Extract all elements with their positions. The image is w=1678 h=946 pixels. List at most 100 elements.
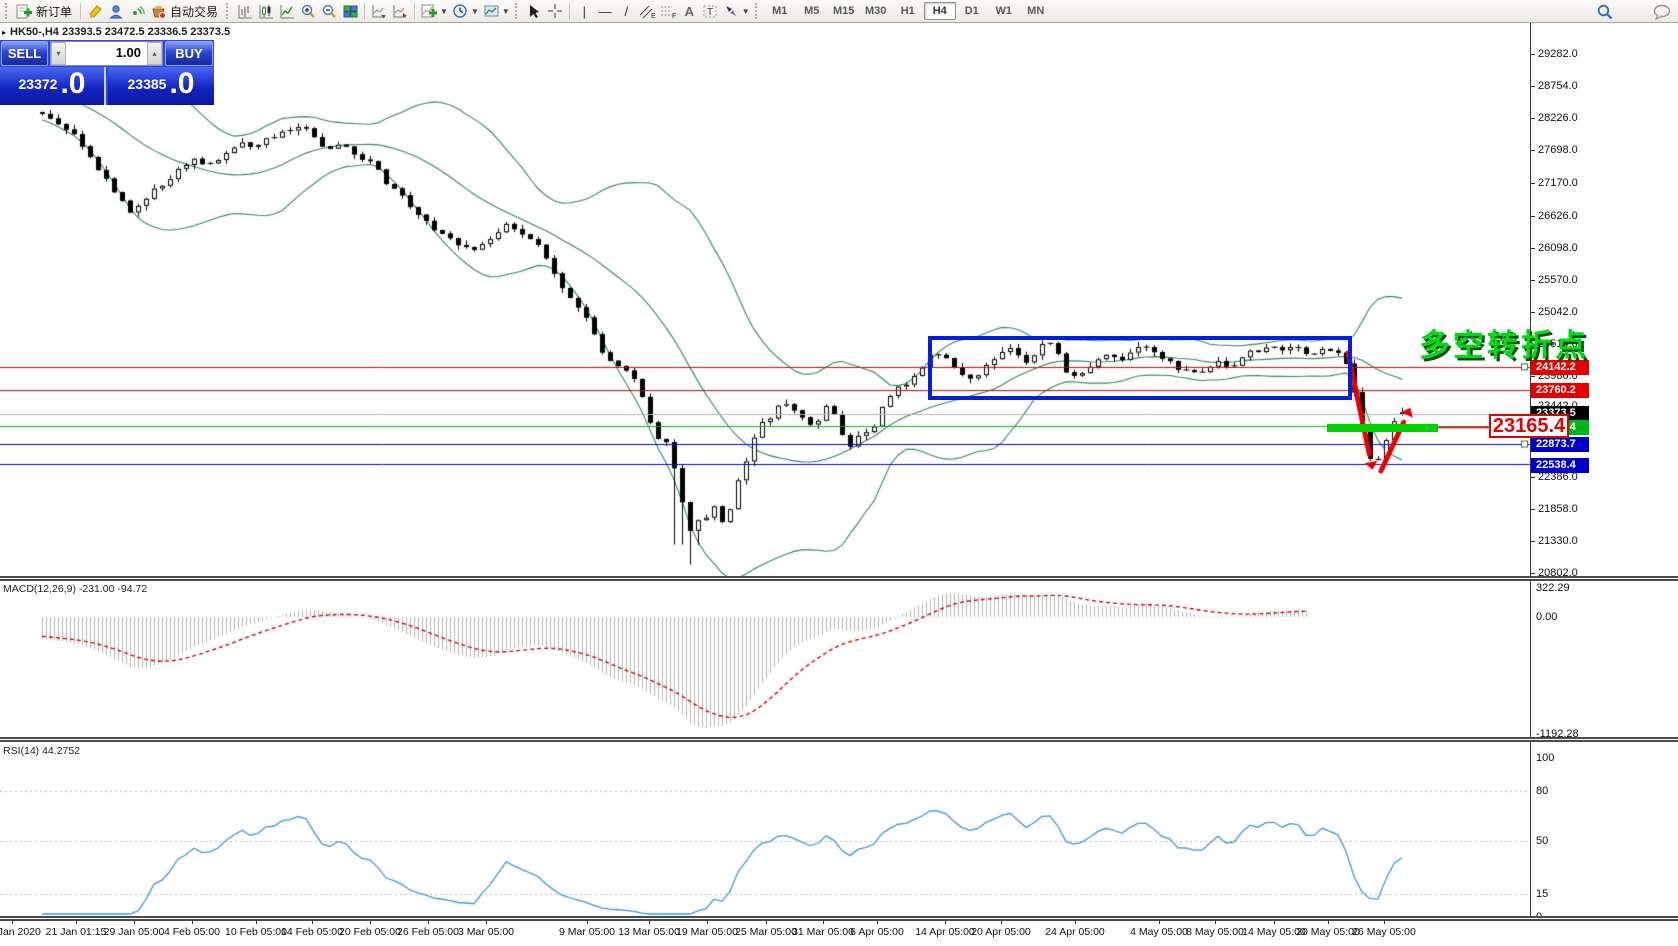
toolbar-grip[interactable] bbox=[754, 3, 761, 19]
timeframe-m30[interactable]: M30 bbox=[865, 5, 887, 17]
price-tick-label: 22386.0 bbox=[1538, 471, 1578, 483]
price-tick-mark bbox=[1531, 86, 1535, 87]
timeframe-m15[interactable]: M15 bbox=[833, 5, 855, 17]
candlestick-icon[interactable] bbox=[256, 2, 277, 21]
periods-icon[interactable] bbox=[450, 2, 471, 21]
highlighter-icon[interactable] bbox=[85, 2, 106, 21]
svg-text:E: E bbox=[651, 13, 656, 20]
chat-icon[interactable] bbox=[1651, 2, 1672, 21]
price-tick-mark bbox=[1531, 509, 1535, 510]
timeframe-m1[interactable]: M1 bbox=[772, 5, 788, 17]
channel-icon[interactable]: E bbox=[637, 2, 658, 21]
crosshair-icon[interactable] bbox=[545, 2, 566, 21]
search-icon[interactable] bbox=[1594, 2, 1615, 21]
templates-icon[interactable] bbox=[481, 2, 502, 21]
sell-button[interactable]: SELL bbox=[1, 41, 48, 66]
zoom-in-icon[interactable] bbox=[298, 2, 319, 21]
volume-stepper: ▾ 1.00 ▴ bbox=[50, 41, 163, 66]
pane-separator[interactable] bbox=[0, 737, 1678, 742]
signal-icon[interactable] bbox=[127, 2, 148, 21]
price-tick-label: 21330.0 bbox=[1538, 535, 1578, 547]
time-tick-mark bbox=[134, 920, 135, 924]
toolbar: 新订单 自动交易 bbox=[0, 0, 1678, 23]
pane-separator[interactable] bbox=[0, 576, 1678, 581]
timeframe-m5[interactable]: M5 bbox=[804, 5, 820, 17]
toolbar-grip[interactable] bbox=[5, 3, 11, 19]
chart-symbol-period: HK50-,H4 bbox=[10, 26, 59, 38]
price-tick-mark bbox=[1531, 541, 1535, 542]
time-tick-label: 14 Apr 05:00 bbox=[915, 926, 975, 938]
time-tick-mark bbox=[370, 920, 371, 924]
volume-up-button[interactable]: ▴ bbox=[147, 42, 162, 65]
price-badge: 23760.2 bbox=[1531, 382, 1589, 398]
price-badge: 22873.7 bbox=[1531, 436, 1589, 452]
macd-axis-label: 0.00 bbox=[1536, 611, 1558, 623]
price-tick-mark bbox=[1531, 150, 1535, 151]
zoom-out-icon[interactable] bbox=[319, 2, 340, 21]
toolbar-grip[interactable] bbox=[226, 3, 232, 19]
volume-value[interactable]: 1.00 bbox=[115, 45, 141, 60]
price-tick-mark bbox=[1531, 477, 1535, 478]
indicators-caret-icon[interactable]: ▼ bbox=[440, 6, 448, 16]
time-tick-label: 26 Feb 05:00 bbox=[397, 926, 459, 938]
time-tick-label: 14 Feb 05:00 bbox=[281, 926, 343, 938]
profile-icon[interactable] bbox=[106, 2, 127, 21]
toolbar-separator bbox=[568, 2, 571, 20]
timeframe-d1[interactable]: D1 bbox=[964, 5, 979, 17]
sell-price[interactable]: 23372 .0 bbox=[0, 67, 106, 105]
timeframe-h4[interactable]: H4 bbox=[923, 2, 956, 20]
bar-chart-icon[interactable] bbox=[235, 2, 256, 21]
cascade-charts-icon[interactable] bbox=[390, 2, 411, 21]
arrows-icon[interactable] bbox=[721, 2, 742, 21]
svg-text:F: F bbox=[672, 13, 676, 20]
price-tick-label: 27170.0 bbox=[1538, 177, 1578, 189]
price-tick-label: 25042.0 bbox=[1538, 306, 1578, 318]
time-tick-label: 6 Apr 05:00 bbox=[850, 926, 904, 938]
arrows-caret-icon[interactable]: ▼ bbox=[741, 6, 750, 16]
cursor-icon[interactable] bbox=[524, 2, 545, 21]
autotrade-icon[interactable] bbox=[148, 2, 169, 21]
arrange-charts-icon[interactable] bbox=[369, 2, 390, 21]
label-icon[interactable]: T bbox=[700, 2, 721, 21]
symbol-marker-icon: ▸ bbox=[2, 28, 7, 37]
price-callout[interactable]: 23165.4 bbox=[1489, 414, 1569, 438]
time-tick-mark bbox=[486, 920, 487, 924]
price-tick-label: 24514.0 bbox=[1538, 338, 1578, 350]
templates-caret-icon[interactable]: ▼ bbox=[501, 6, 510, 16]
buy-price[interactable]: 23385 .0 bbox=[108, 67, 214, 105]
text-icon[interactable]: A bbox=[684, 3, 694, 19]
time-tick-mark bbox=[76, 920, 77, 924]
periods-caret-icon[interactable]: ▼ bbox=[470, 6, 479, 16]
time-tick-mark bbox=[12, 920, 13, 924]
time-tick-mark bbox=[1274, 920, 1275, 924]
vline-icon[interactable]: | bbox=[582, 3, 586, 19]
hline-icon[interactable]: — bbox=[598, 3, 612, 19]
buy-price-main: 23385 bbox=[127, 76, 167, 92]
price-tick-label: 26098.0 bbox=[1538, 242, 1578, 254]
time-tick-mark bbox=[945, 920, 946, 924]
turning-point-annotation: 多空转折点 bbox=[1419, 328, 1589, 363]
rsi-axis-label: 50 bbox=[1536, 835, 1549, 847]
price-tick-mark bbox=[1531, 54, 1535, 55]
time-tick-label: 31 Mar 05:00 bbox=[792, 926, 854, 938]
time-tick-label: 19 Mar 05:00 bbox=[676, 926, 738, 938]
trendline-icon[interactable]: / bbox=[624, 3, 629, 19]
buy-button[interactable]: BUY bbox=[165, 41, 213, 66]
indicators-icon[interactable] bbox=[419, 2, 440, 21]
toolbar-grip[interactable] bbox=[514, 3, 521, 19]
new-order-label[interactable]: 新订单 bbox=[36, 4, 73, 19]
timeframe-mn[interactable]: MN bbox=[1027, 5, 1045, 17]
price-tick-label: 26626.0 bbox=[1538, 210, 1578, 222]
line-chart-icon[interactable] bbox=[277, 2, 298, 21]
volume-down-button[interactable]: ▾ bbox=[51, 42, 66, 65]
time-tick-mark bbox=[312, 920, 313, 924]
fibonacci-icon[interactable]: F bbox=[658, 2, 679, 21]
tile-windows-icon[interactable] bbox=[340, 2, 361, 21]
timeframe-h1[interactable]: H1 bbox=[900, 5, 915, 17]
consolidation-box[interactable] bbox=[928, 336, 1352, 400]
new-order-icon[interactable] bbox=[14, 2, 35, 21]
timeframe-w1[interactable]: W1 bbox=[995, 5, 1012, 17]
autotrade-label[interactable]: 自动交易 bbox=[170, 4, 219, 19]
support-highlight[interactable] bbox=[1327, 424, 1438, 432]
